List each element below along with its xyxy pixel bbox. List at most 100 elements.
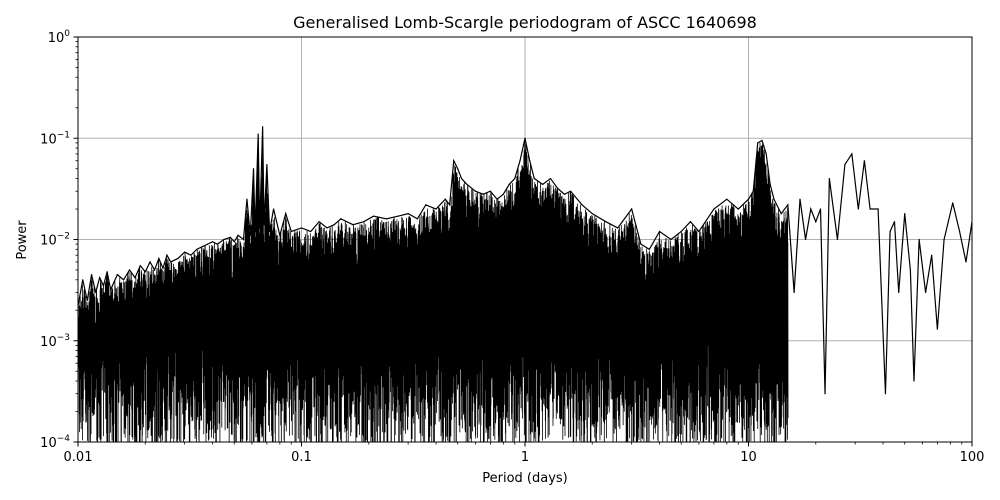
periodogram-point <box>272 208 275 210</box>
periodogram-point <box>769 183 771 186</box>
periodogram-point <box>958 230 961 233</box>
periodogram-point <box>893 221 896 223</box>
periodogram-point <box>496 198 498 200</box>
periodogram-point <box>449 204 451 206</box>
periodogram-point <box>640 243 642 245</box>
periodogram-point <box>824 393 826 395</box>
periodogram-point <box>631 208 633 210</box>
periodogram-point <box>211 241 214 243</box>
periodogram-point <box>804 238 807 241</box>
periodogram-point <box>680 230 682 233</box>
x-tick-label: 1 <box>521 450 529 465</box>
periodogram-point <box>128 269 131 271</box>
periodogram-point <box>95 291 97 294</box>
periodogram-noise-path <box>78 131 789 442</box>
periodogram-point <box>918 238 920 241</box>
periodogram-point <box>570 190 572 192</box>
periodogram-point <box>318 221 320 223</box>
periodogram-point <box>196 248 198 250</box>
periodogram-point <box>162 267 164 269</box>
periodogram-point <box>190 254 192 256</box>
periodogram-point <box>237 234 239 236</box>
periodogram-point <box>397 215 399 217</box>
periodogram-point <box>425 204 427 206</box>
periodogram-point <box>279 234 281 236</box>
x-tick-label: 100 <box>960 450 985 465</box>
y-tick-label: 10−1 <box>40 130 70 147</box>
x-tick-label: 10 <box>740 450 757 465</box>
periodogram-point <box>877 208 879 210</box>
periodogram-point <box>617 227 619 229</box>
periodogram-point <box>815 221 817 223</box>
periodogram-point <box>533 177 535 180</box>
periodogram-point <box>86 299 88 302</box>
periodogram-point <box>836 238 839 241</box>
periodogram-point <box>898 291 900 294</box>
periodogram-point <box>310 230 312 233</box>
periodogram-point <box>139 265 141 267</box>
periodogram-point <box>844 163 846 166</box>
y-tick-label: 100 <box>48 29 71 46</box>
periodogram-point <box>300 227 303 229</box>
periodogram-point <box>223 238 225 241</box>
chart-title: Generalised Lomb-Scargle periodogram of … <box>293 13 757 32</box>
y-tick-label: 10−3 <box>40 333 70 350</box>
periodogram-point <box>658 230 661 233</box>
periodogram-point <box>884 393 887 395</box>
periodogram-point <box>713 208 715 210</box>
periodogram-point <box>233 241 235 243</box>
periodogram-point <box>909 269 911 271</box>
periodogram-point <box>605 221 607 223</box>
series-layer <box>78 126 972 395</box>
periodogram-point <box>259 227 261 229</box>
periodogram-point <box>242 238 245 241</box>
periodogram-point <box>153 269 156 271</box>
periodogram-point <box>82 279 84 281</box>
periodogram-point <box>416 218 418 220</box>
periodogram-point <box>254 230 256 233</box>
periodogram-point <box>819 208 822 210</box>
periodogram-point <box>385 218 388 220</box>
periodogram-point <box>444 198 446 200</box>
periodogram-point <box>340 218 342 220</box>
periodogram-point <box>460 177 463 180</box>
periodogram-point <box>184 251 186 253</box>
periodogram-point <box>524 137 526 139</box>
periodogram-point <box>761 139 763 142</box>
periodogram-point <box>889 230 891 233</box>
periodogram-point <box>158 257 160 260</box>
periodogram-point <box>943 238 945 241</box>
periodogram-series-line <box>78 126 972 394</box>
periodogram-point <box>698 230 700 233</box>
y-axis-label: Power <box>15 220 30 260</box>
periodogram-point <box>249 234 251 236</box>
periodogram-point <box>648 248 650 250</box>
periodogram-point <box>502 193 504 195</box>
periodogram-point <box>99 277 101 279</box>
x-axis-ticks: 0.01 0.1 1 10 100 <box>64 442 985 465</box>
periodogram-point <box>269 230 271 233</box>
periodogram-point <box>529 160 531 162</box>
periodogram-point <box>857 208 859 210</box>
periodogram-point <box>206 243 209 245</box>
periodogram-point <box>372 215 375 217</box>
periodogram-point <box>925 291 927 294</box>
periodogram-point <box>262 126 264 128</box>
periodogram-point <box>557 187 559 189</box>
periodogram-point <box>489 190 491 192</box>
periodogram-point <box>828 177 830 180</box>
periodogram-point <box>435 208 437 210</box>
periodogram-point <box>936 328 938 330</box>
periodogram-point <box>326 227 328 229</box>
periodogram-point <box>752 190 754 192</box>
periodogram-point <box>793 291 795 294</box>
periodogram-point <box>134 277 136 279</box>
periodogram-point <box>591 213 593 215</box>
periodogram-point <box>563 193 565 195</box>
periodogram-point <box>780 213 782 215</box>
periodogram-point <box>246 198 248 200</box>
periodogram-point <box>166 254 168 256</box>
periodogram-point <box>869 208 871 210</box>
periodogram-point <box>170 261 172 263</box>
